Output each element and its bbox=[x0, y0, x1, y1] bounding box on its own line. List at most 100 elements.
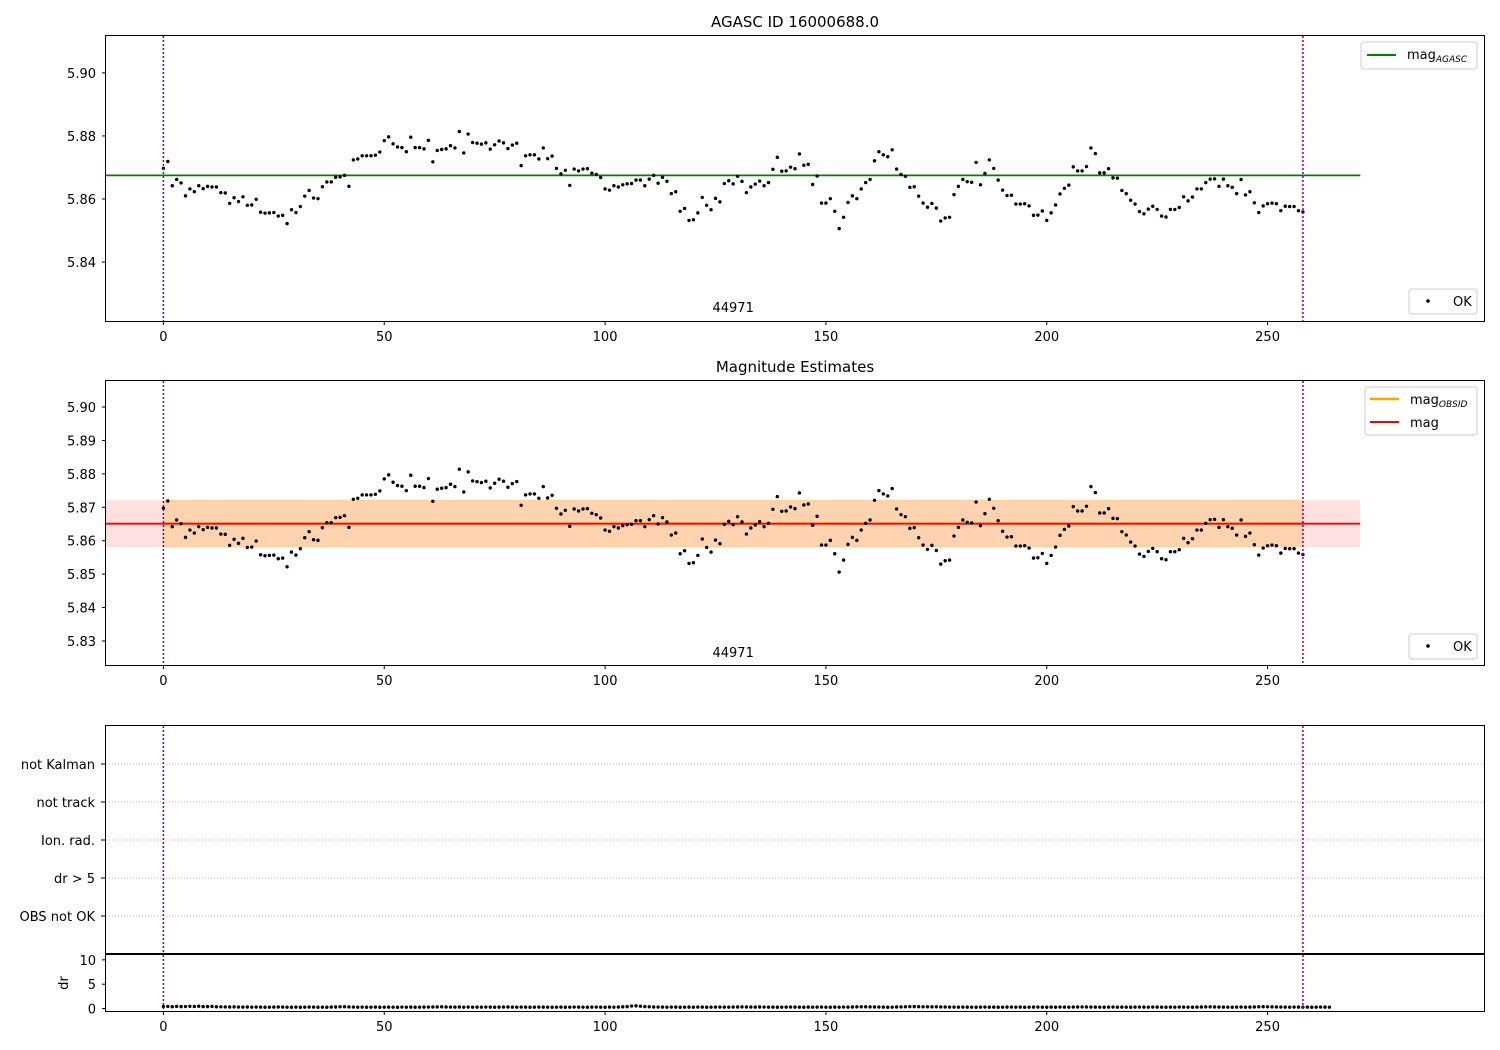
agasc-point bbox=[307, 188, 311, 193]
agasc-point bbox=[170, 184, 174, 188]
estimates-point bbox=[903, 514, 908, 519]
estimates-point bbox=[1274, 544, 1279, 548]
dr-point bbox=[1000, 1005, 1005, 1009]
agasc-point bbox=[1058, 192, 1062, 196]
estimates-point bbox=[457, 467, 462, 471]
dr-point bbox=[1283, 1005, 1287, 1009]
estimates-point bbox=[921, 543, 925, 547]
agasc-point bbox=[766, 180, 771, 185]
estimates-point bbox=[890, 486, 894, 491]
estimates-point bbox=[978, 523, 983, 528]
estimates-xtick-label: 50 bbox=[376, 674, 393, 689]
agasc-point bbox=[439, 147, 444, 152]
estimates-point bbox=[1234, 533, 1239, 537]
agasc-legend-top-box bbox=[1360, 41, 1478, 70]
estimates-point bbox=[1053, 545, 1058, 549]
agasc-point bbox=[1005, 193, 1009, 198]
dr-point bbox=[634, 1004, 638, 1008]
estimates-point bbox=[956, 525, 961, 530]
agasc-point bbox=[1155, 207, 1159, 212]
estimates-point bbox=[1124, 533, 1128, 537]
agasc-point bbox=[1133, 202, 1137, 206]
agasc-point bbox=[294, 210, 298, 215]
agasc-point bbox=[404, 150, 409, 154]
estimates-point bbox=[1102, 511, 1106, 515]
agasc-point bbox=[1230, 185, 1234, 190]
agasc-point bbox=[797, 152, 802, 156]
dr-point bbox=[815, 1005, 819, 1009]
dr-point bbox=[201, 1004, 205, 1009]
estimates-point bbox=[762, 524, 766, 529]
agasc-y-axis: 5.84 5.86 5.88 5.90 bbox=[67, 67, 106, 271]
agasc-point bbox=[810, 182, 815, 187]
estimates-point bbox=[916, 536, 921, 540]
flag-label-dr: dr > 5 bbox=[54, 872, 95, 887]
agasc-point bbox=[576, 169, 581, 173]
estimates-point bbox=[272, 553, 276, 557]
estimates-point bbox=[1036, 556, 1040, 560]
agasc-point bbox=[903, 174, 908, 178]
agasc-point bbox=[718, 200, 722, 204]
estimates-point bbox=[201, 527, 205, 532]
agasc-point bbox=[356, 157, 360, 161]
estimates-point bbox=[1031, 556, 1036, 560]
dr-point bbox=[1146, 1005, 1151, 1009]
estimates-ytick-label: 5.90 bbox=[67, 401, 96, 416]
estimates-point bbox=[912, 525, 916, 530]
agasc-point bbox=[868, 177, 872, 182]
dr-point bbox=[819, 1005, 824, 1009]
estimates-point bbox=[1067, 524, 1071, 528]
dr-point bbox=[1049, 1005, 1053, 1009]
agasc-legend-ok-swatch bbox=[1426, 299, 1430, 303]
dr-point bbox=[448, 1005, 453, 1009]
agasc-point bbox=[360, 154, 364, 158]
dr-point bbox=[735, 1005, 740, 1009]
agasc-point bbox=[771, 167, 775, 172]
estimates-point bbox=[528, 492, 532, 496]
agasc-point bbox=[1000, 188, 1005, 192]
estimates-point bbox=[749, 526, 753, 530]
agasc-point bbox=[846, 200, 850, 205]
dr-point bbox=[236, 1005, 241, 1009]
dr-point bbox=[298, 1005, 303, 1009]
dr-point bbox=[1292, 1005, 1296, 1009]
estimates-point bbox=[342, 513, 347, 518]
estimates-axes-frame bbox=[105, 380, 1485, 666]
dr-point bbox=[1318, 1005, 1323, 1009]
estimates-point bbox=[696, 553, 700, 558]
dr-point bbox=[316, 1005, 320, 1009]
agasc-point bbox=[338, 175, 342, 179]
dr-point bbox=[793, 1005, 797, 1009]
agasc-point bbox=[1296, 208, 1301, 213]
estimates-point bbox=[612, 524, 616, 529]
dr-point bbox=[1124, 1005, 1128, 1009]
estimates-point bbox=[333, 515, 338, 520]
agasc-point bbox=[638, 178, 643, 182]
dr-point bbox=[903, 1005, 908, 1009]
agasc-point bbox=[378, 150, 382, 154]
estimates-legend-obsid-label: magOBSID bbox=[1410, 393, 1468, 410]
agasc-point bbox=[775, 155, 780, 160]
flag-label-ion-rad: Ion. rad. bbox=[41, 834, 95, 849]
estimates-point bbox=[462, 490, 466, 494]
dr-point bbox=[1080, 1005, 1084, 1009]
estimates-point bbox=[965, 520, 969, 525]
estimates-point bbox=[709, 550, 713, 554]
estimates-point bbox=[691, 561, 696, 565]
agasc-xtick-label: 200 bbox=[1034, 330, 1059, 345]
estimates-point bbox=[1142, 554, 1146, 559]
dr-point bbox=[373, 1005, 378, 1009]
agasc-point bbox=[537, 157, 541, 161]
dr-point bbox=[523, 1005, 528, 1009]
estimates-point bbox=[930, 543, 934, 548]
dr-point bbox=[1067, 1005, 1071, 1009]
agasc-point bbox=[934, 206, 939, 210]
dr-point bbox=[364, 1005, 369, 1009]
dr-point bbox=[1111, 1005, 1115, 1009]
estimates-point bbox=[598, 516, 603, 520]
estimates-point bbox=[841, 558, 846, 562]
estimates-xtick-label: 150 bbox=[814, 674, 839, 689]
agasc-point bbox=[316, 196, 320, 201]
agasc-point bbox=[1265, 202, 1270, 206]
dr-point bbox=[320, 1005, 325, 1009]
